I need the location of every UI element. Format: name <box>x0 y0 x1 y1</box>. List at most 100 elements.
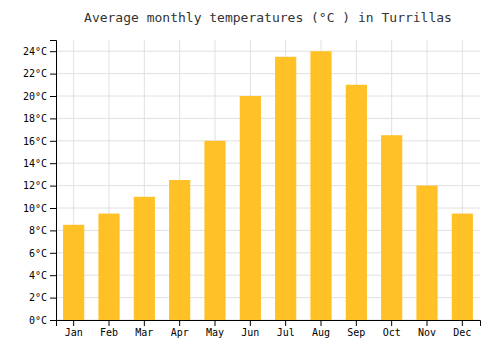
x-tick: Jul <box>277 320 295 338</box>
y-tick-mark <box>50 275 56 276</box>
y-axis-line <box>50 41 57 321</box>
x-tick-label: Nov <box>418 327 436 338</box>
x-tick: Oct <box>383 320 401 338</box>
y-tick: 18°C <box>23 113 56 124</box>
y-tick-mark <box>50 118 56 119</box>
x-tick-label: Oct <box>383 327 401 338</box>
x-tick-mark <box>250 320 251 326</box>
x-tick-mark <box>73 320 74 326</box>
x-tick-mark <box>356 320 357 326</box>
y-tick: 2°C <box>29 292 56 303</box>
y-tick: 22°C <box>23 68 56 79</box>
x-tick-mark <box>144 320 145 326</box>
y-tick-mark <box>50 253 56 254</box>
bar <box>240 96 261 320</box>
y-grid-line <box>56 140 480 141</box>
y-tick-mark <box>50 51 56 52</box>
x-tick: Feb <box>100 320 118 338</box>
y-grid-line <box>56 163 480 164</box>
bar <box>98 214 119 320</box>
x-tick-mark <box>215 320 216 326</box>
y-tick-mark <box>50 208 56 209</box>
y-tick: 12°C <box>23 180 56 191</box>
x-tick-mark <box>427 320 428 326</box>
bar <box>275 57 296 320</box>
x-tick-mark <box>109 320 110 326</box>
y-tick-label: 12°C <box>23 180 47 191</box>
x-tick-label: Feb <box>100 327 118 338</box>
y-tick-mark <box>50 298 56 299</box>
y-tick-label: 14°C <box>23 158 47 169</box>
bar <box>346 85 367 320</box>
x-tick-label: Aug <box>312 327 330 338</box>
x-tick: Jan <box>65 320 83 338</box>
y-tick-label: 2°C <box>29 292 47 303</box>
x-tick-label: Sep <box>347 327 365 338</box>
y-tick: 10°C <box>23 203 56 214</box>
y-tick-mark <box>50 186 56 187</box>
y-tick: 20°C <box>23 91 56 102</box>
x-tick: Dec <box>453 320 471 338</box>
bar <box>381 135 402 320</box>
x-axis: Jan Feb Mar Apr May Jun Jul Aug Sep Oct Nov Dec <box>57 320 481 338</box>
x-tick: Apr <box>171 320 189 338</box>
y-tick: 8°C <box>29 225 56 236</box>
bar <box>204 141 225 320</box>
x-tick-label: Apr <box>171 327 189 338</box>
y-axis: 0°C 2°C 4°C 6°C 8°C 10°C 12°C 14°C 16°C 18°C 20°C 2… <box>23 41 57 326</box>
y-tick-mark <box>50 141 56 142</box>
plot-area <box>63 51 473 320</box>
x-tick: Jun <box>241 320 259 338</box>
x-axis-line <box>57 321 481 327</box>
y-tick-label: 22°C <box>23 68 47 79</box>
x-tick-mark <box>179 320 180 326</box>
y-grid-line <box>56 73 480 74</box>
x-tick-label: May <box>206 327 224 338</box>
x-tick: Sep <box>347 320 365 338</box>
y-tick-mark <box>50 230 56 231</box>
x-tick-mark <box>391 320 392 326</box>
y-tick-mark <box>50 96 56 97</box>
bar <box>134 197 155 320</box>
y-tick-label: 0°C <box>29 315 47 326</box>
y-tick: 6°C <box>29 248 56 259</box>
y-tick-mark <box>50 163 56 164</box>
y-tick-label: 10°C <box>23 203 47 214</box>
y-tick-label: 18°C <box>23 113 47 124</box>
y-tick: 0°C <box>29 315 56 326</box>
y-tick-mark <box>50 74 56 75</box>
grid <box>56 40 480 320</box>
bar <box>63 225 84 320</box>
y-grid-line <box>56 118 480 119</box>
y-tick-label: 6°C <box>29 248 47 259</box>
x-tick: Mar <box>135 320 153 338</box>
y-tick: 14°C <box>23 158 56 169</box>
title: Average monthly temperatures (°C ) in Tu… <box>84 10 452 25</box>
y-tick: 4°C <box>29 270 56 281</box>
bar <box>310 51 331 320</box>
x-tick: Aug <box>312 320 330 338</box>
x-tick-label: Dec <box>453 327 471 338</box>
x-tick: May <box>206 320 224 338</box>
y-tick-mark <box>50 320 56 321</box>
x-tick-mark <box>462 320 463 326</box>
y-grid-line <box>56 96 480 97</box>
chart: Jan Feb Mar Apr May Jun Jul Aug Sep Oct Nov Dec 0°C 2… <box>0 0 500 350</box>
x-tick-label: Jan <box>65 327 83 338</box>
bar <box>169 180 190 320</box>
y-tick-label: 20°C <box>23 91 47 102</box>
y-tick-label: 16°C <box>23 136 47 147</box>
bar <box>452 214 473 320</box>
x-tick-label: Mar <box>135 327 153 338</box>
x-tick-mark <box>321 320 322 326</box>
x-tick: Nov <box>418 320 436 338</box>
x-tick-label: Jun <box>241 327 259 338</box>
y-tick: 24°C <box>23 46 56 57</box>
y-tick-label: 4°C <box>29 270 47 281</box>
y-tick: 16°C <box>23 136 56 147</box>
bar <box>416 186 437 320</box>
x-tick-label: Jul <box>277 327 295 338</box>
y-tick-label: 24°C <box>23 46 47 57</box>
y-grid-line <box>56 51 480 52</box>
x-tick-mark <box>285 320 286 326</box>
